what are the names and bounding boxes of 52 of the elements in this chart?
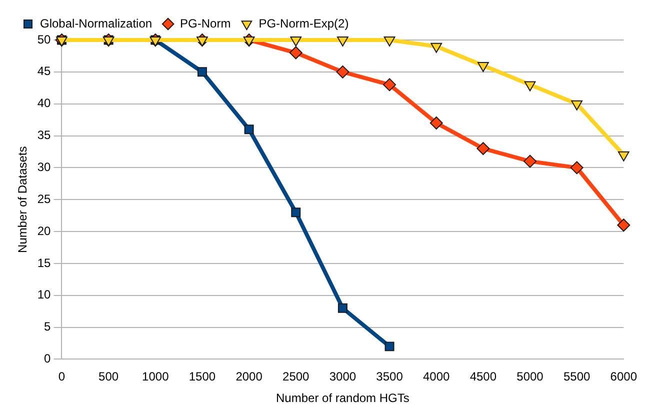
y-tick-label: 10 bbox=[37, 288, 52, 302]
point bbox=[476, 142, 490, 156]
point bbox=[524, 81, 536, 92]
x-axis-title: Number of random HGTs bbox=[276, 391, 410, 406]
point bbox=[289, 46, 302, 60]
point bbox=[243, 36, 255, 46]
point bbox=[384, 342, 394, 352]
point bbox=[384, 36, 396, 46]
point bbox=[477, 62, 489, 72]
legend-label: PG-Norm-Exp(2) bbox=[258, 16, 349, 30]
x-tick-label: 1000 bbox=[142, 370, 170, 384]
y-tick-label: 0 bbox=[44, 352, 52, 366]
y-tick-label: 5 bbox=[44, 320, 52, 334]
point bbox=[430, 42, 442, 53]
x-tick-label: 6000 bbox=[610, 370, 638, 384]
x-tick-label: 4500 bbox=[470, 370, 497, 384]
x-tick-label: 1500 bbox=[188, 370, 216, 384]
legend-label: PG-Norm bbox=[180, 16, 231, 30]
point bbox=[571, 100, 583, 110]
point bbox=[291, 208, 301, 218]
x-tick-label: 5500 bbox=[563, 370, 590, 384]
x-tick-label: 2500 bbox=[282, 370, 310, 384]
y-tick-label: 30 bbox=[37, 160, 52, 174]
y-tick-label: 40 bbox=[37, 96, 52, 110]
x-tick-label: 500 bbox=[98, 370, 119, 384]
y-axis-title: Number of Datasets bbox=[16, 146, 30, 253]
y-tick-label: 45 bbox=[37, 64, 52, 78]
y-tick-label: 35 bbox=[37, 128, 52, 142]
y-tick-label: 20 bbox=[37, 224, 52, 238]
x-tick-label: 2000 bbox=[236, 370, 263, 384]
point bbox=[196, 36, 208, 46]
point bbox=[618, 151, 630, 162]
point bbox=[570, 161, 584, 174]
y-tick-label: 15 bbox=[37, 256, 52, 270]
point bbox=[337, 36, 348, 46]
point bbox=[430, 116, 443, 130]
point bbox=[336, 65, 350, 78]
x-tick-label: 3500 bbox=[376, 370, 404, 384]
y-tick-label: 50 bbox=[37, 32, 52, 46]
point bbox=[197, 67, 207, 77]
x-tick-label: 0 bbox=[58, 370, 66, 384]
x-tick-label: 4000 bbox=[423, 370, 450, 384]
point bbox=[290, 36, 302, 46]
point bbox=[524, 154, 536, 168]
legend-label: Global-Normalization bbox=[40, 16, 152, 30]
y-tick-label: 25 bbox=[37, 192, 52, 206]
point bbox=[383, 78, 396, 92]
point bbox=[617, 218, 630, 232]
x-tick-label: 3000 bbox=[329, 370, 356, 384]
x-tick-label: 5000 bbox=[516, 370, 544, 384]
point bbox=[244, 124, 254, 134]
point bbox=[338, 303, 348, 313]
